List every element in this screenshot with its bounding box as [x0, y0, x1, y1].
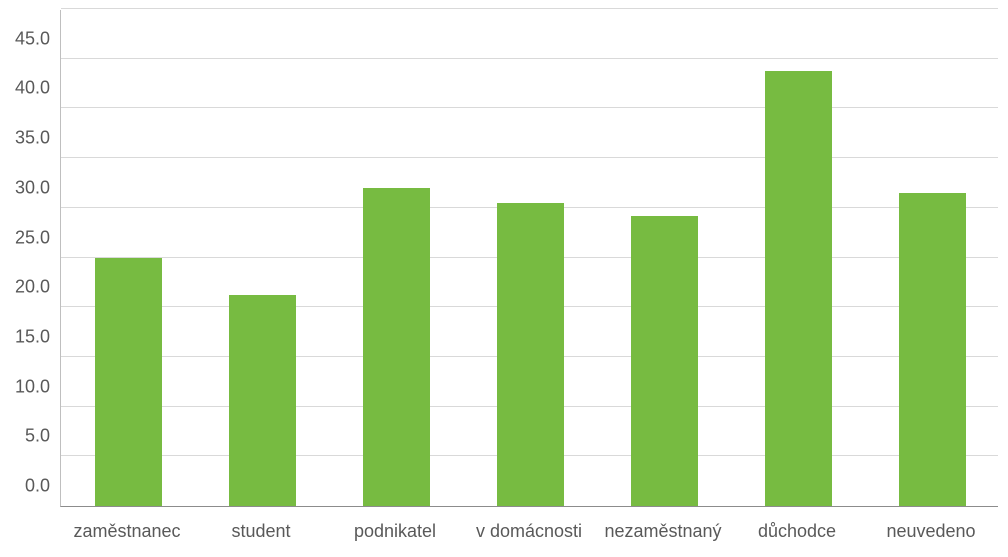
bar: [631, 216, 698, 506]
bar-chart: 0.05.010.015.020.025.030.035.040.045.050…: [0, 0, 1008, 557]
bar-series: [61, 10, 998, 506]
y-tick-label: 35.0: [15, 128, 50, 149]
plot-area: [60, 10, 998, 507]
y-tick-label: 45.0: [15, 28, 50, 49]
x-tick-label: student: [231, 521, 290, 542]
y-axis: 0.05.010.015.020.025.030.035.040.045.050…: [0, 10, 58, 507]
bar: [899, 193, 966, 506]
y-tick-label: 15.0: [15, 326, 50, 347]
gridline: [61, 8, 998, 9]
y-tick-label: 20.0: [15, 277, 50, 298]
y-tick-label: 5.0: [25, 426, 50, 447]
bar: [363, 188, 430, 506]
y-tick-label: 10.0: [15, 376, 50, 397]
bar: [229, 295, 296, 506]
y-tick-label: 25.0: [15, 227, 50, 248]
y-tick-label: 0.0: [25, 476, 50, 497]
x-tick-label: nezaměstnaný: [604, 521, 721, 542]
x-tick-label: v domácnosti: [476, 521, 582, 542]
y-tick-label: 40.0: [15, 78, 50, 99]
x-axis: zaměstnanec student podnikatel v domácnosti…: [60, 513, 998, 557]
bar: [765, 71, 832, 506]
y-tick-label: 30.0: [15, 177, 50, 198]
x-tick-label: zaměstnanec: [73, 521, 180, 542]
bar: [497, 203, 564, 506]
bar: [95, 258, 162, 507]
x-tick-label: neuvedeno: [886, 521, 975, 542]
x-tick-label: důchodce: [758, 521, 836, 542]
x-tick-label: podnikatel: [354, 521, 436, 542]
